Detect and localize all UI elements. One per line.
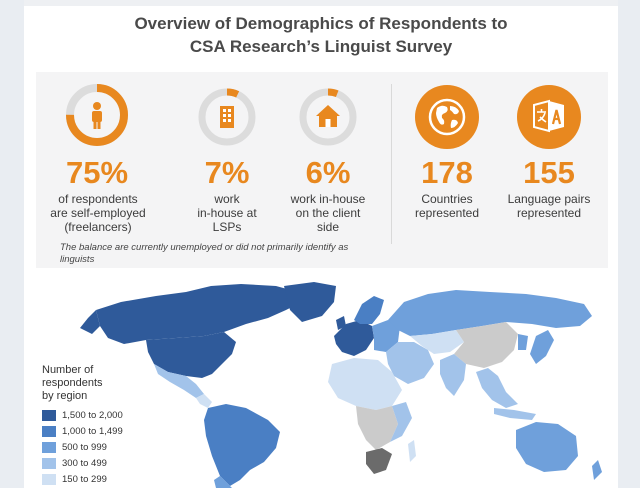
map-region-indonesia xyxy=(494,408,536,420)
map-region-east-africa xyxy=(390,402,412,442)
countries-badge xyxy=(414,84,480,155)
legend-item: 150 to 299 xyxy=(42,473,107,486)
map-region-southeast-asia xyxy=(476,368,518,408)
map-region-north-africa xyxy=(328,358,402,410)
top-bar xyxy=(24,0,618,6)
legend-swatch xyxy=(42,474,56,485)
map-region-western-europe xyxy=(334,320,374,356)
legend-swatch xyxy=(42,410,56,421)
legend-swatch xyxy=(42,442,56,453)
house-icon xyxy=(316,105,340,127)
lsp-label: work in-house at LSPs xyxy=(197,192,257,234)
map-region-canada xyxy=(96,284,302,344)
world-map xyxy=(80,282,602,488)
page-title: Overview of Demographics of Respondents … xyxy=(24,12,618,58)
legend-label: 500 to 999 xyxy=(62,442,107,453)
map-region-australia xyxy=(516,422,578,472)
legend-label: 300 to 499 xyxy=(62,458,107,469)
lsp-ring xyxy=(196,86,258,148)
map-region-middle-east xyxy=(386,342,434,384)
map-region-uk xyxy=(336,316,346,330)
person-icon xyxy=(92,102,102,129)
language-pairs-badge xyxy=(516,84,582,155)
map-region-japan xyxy=(530,330,554,364)
legend-label: 1,500 to 2,000 xyxy=(62,410,123,421)
map-region-russia xyxy=(388,290,592,336)
map-region-eastern-europe xyxy=(372,320,400,352)
title-line-1: Overview of Demographics of Respondents … xyxy=(134,14,508,33)
self-employed-ring xyxy=(64,82,130,148)
building-icon xyxy=(220,106,234,128)
legend-label: 150 to 299 xyxy=(62,474,107,485)
self-employed-value: 75% xyxy=(65,155,129,190)
map-region-india xyxy=(440,354,466,396)
map-region-madagascar xyxy=(408,440,416,462)
map-region-scandinavia xyxy=(354,296,384,324)
stats-panel: 75% of respondents are self-employed (fr… xyxy=(36,72,608,268)
title-line-2: CSA Research’s Linguist Survey xyxy=(189,37,453,56)
client-side-value: 6% xyxy=(305,155,351,190)
translate-icon xyxy=(533,99,564,133)
client-side-ring xyxy=(297,86,359,148)
map-region-usa xyxy=(146,332,236,378)
legend-item: 500 to 999 xyxy=(42,441,107,454)
legend-swatch xyxy=(42,458,56,469)
balance-note: The balance are currently unemployed or … xyxy=(60,242,349,265)
countries-label: Countries represented xyxy=(414,192,480,220)
map-region-central-america xyxy=(196,394,212,408)
self-employed-label: of respondents are self-employed (freela… xyxy=(50,192,146,234)
map-region-china xyxy=(454,322,518,368)
map-region-southern-africa xyxy=(366,448,392,474)
countries-value: 178 xyxy=(421,155,473,190)
map-region-south-america-south xyxy=(214,476,232,488)
client-side-label: work in-house on the client side xyxy=(290,192,366,234)
infographic-card: Overview of Demographics of Respondents … xyxy=(24,0,618,488)
language-pairs-label: Language pairs represented xyxy=(507,192,591,220)
legend-label: 1,000 to 1,499 xyxy=(62,426,123,437)
lsp-value: 7% xyxy=(204,155,250,190)
map-region-alaska xyxy=(80,310,100,334)
language-pairs-value: 155 xyxy=(523,155,575,190)
map-region-greenland xyxy=(284,282,336,322)
legend-item: 1,500 to 2,000 xyxy=(42,409,123,422)
map-region-new-zealand xyxy=(592,460,602,480)
stats-divider xyxy=(391,84,392,244)
map-region-central-africa xyxy=(356,406,398,450)
map-region-korea xyxy=(518,334,528,350)
legend-swatch xyxy=(42,426,56,437)
map-region-central-asia xyxy=(410,330,464,354)
map-region-mexico xyxy=(154,364,204,398)
map-region-south-america-north xyxy=(204,404,280,486)
legend-item: 1,000 to 1,499 xyxy=(42,425,123,438)
globe-icon xyxy=(428,98,466,136)
legend-item: 300 to 499 xyxy=(42,457,107,470)
legend-title: Number of respondents by region xyxy=(42,364,103,402)
